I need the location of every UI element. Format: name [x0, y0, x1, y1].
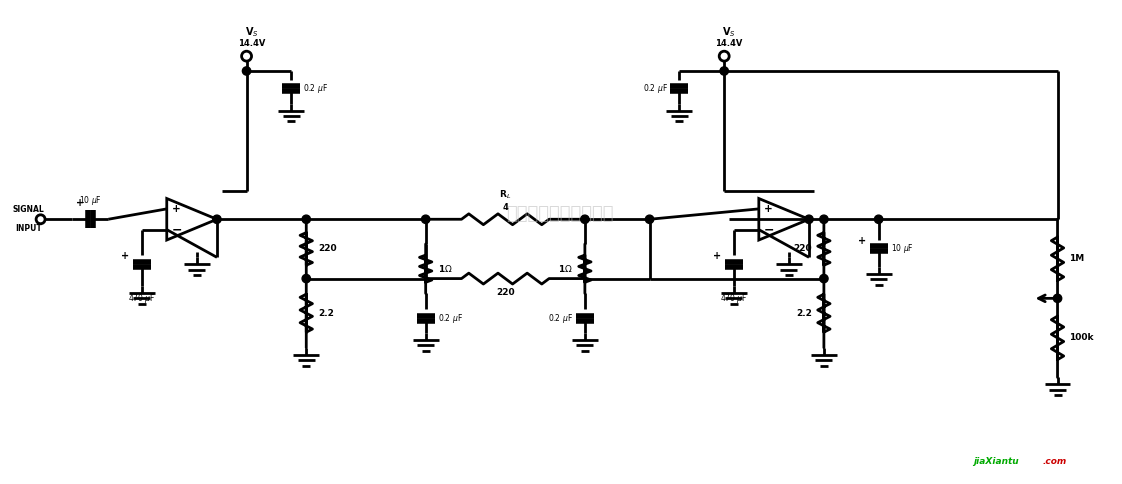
Circle shape [302, 215, 311, 224]
Text: 100k: 100k [1069, 333, 1094, 342]
Text: 220: 220 [496, 288, 515, 298]
Circle shape [804, 215, 813, 224]
Circle shape [820, 215, 828, 224]
Circle shape [242, 67, 250, 75]
Text: V$_S$: V$_S$ [245, 26, 258, 39]
Text: 470 $\mu$F: 470 $\mu$F [720, 292, 748, 305]
Text: 14.4V: 14.4V [716, 39, 743, 48]
Text: V$_S$: V$_S$ [723, 26, 736, 39]
Text: INPUT: INPUT [16, 224, 42, 233]
Text: 杭州精索科技有限公司: 杭州精索科技有限公司 [506, 205, 614, 223]
Text: +: + [857, 236, 866, 246]
Circle shape [213, 215, 221, 224]
Text: 2.2: 2.2 [797, 309, 812, 318]
Circle shape [874, 215, 883, 224]
Text: 1M: 1M [1069, 254, 1085, 263]
Text: 4: 4 [503, 203, 508, 212]
Text: −: − [172, 223, 182, 236]
Text: 10 $\mu$F: 10 $\mu$F [891, 242, 913, 256]
Circle shape [645, 215, 654, 224]
Text: SIGNAL: SIGNAL [12, 205, 45, 214]
Circle shape [581, 215, 589, 224]
Text: +: + [76, 198, 84, 209]
Text: 220: 220 [793, 244, 812, 254]
Text: .com: .com [1042, 457, 1067, 467]
Text: 0.2 $\mu$F: 0.2 $\mu$F [438, 312, 462, 325]
Text: jiaXiantu: jiaXiantu [973, 457, 1019, 467]
Text: 1$\Omega$: 1$\Omega$ [559, 263, 573, 274]
Text: −: − [764, 223, 774, 236]
Circle shape [1054, 294, 1061, 302]
Text: 14.4V: 14.4V [238, 39, 265, 48]
Text: 2.2: 2.2 [319, 309, 334, 318]
Circle shape [422, 215, 430, 224]
Text: 1$\Omega$: 1$\Omega$ [438, 263, 452, 274]
Text: 220: 220 [319, 244, 337, 254]
Text: +: + [121, 251, 129, 261]
Text: 470 $\mu$F: 470 $\mu$F [128, 292, 156, 305]
Text: 10 $\mu$F: 10 $\mu$F [79, 194, 102, 207]
Circle shape [720, 67, 728, 75]
Text: 0.2 $\mu$F: 0.2 $\mu$F [548, 312, 573, 325]
Text: +: + [764, 204, 773, 214]
Text: +: + [712, 251, 721, 261]
Text: 0.2 $\mu$F: 0.2 $\mu$F [303, 82, 329, 95]
Text: 0.2 $\mu$F: 0.2 $\mu$F [643, 82, 668, 95]
Circle shape [302, 274, 311, 283]
Text: R$_L$: R$_L$ [499, 189, 512, 201]
Circle shape [820, 274, 828, 283]
Text: +: + [172, 204, 181, 214]
